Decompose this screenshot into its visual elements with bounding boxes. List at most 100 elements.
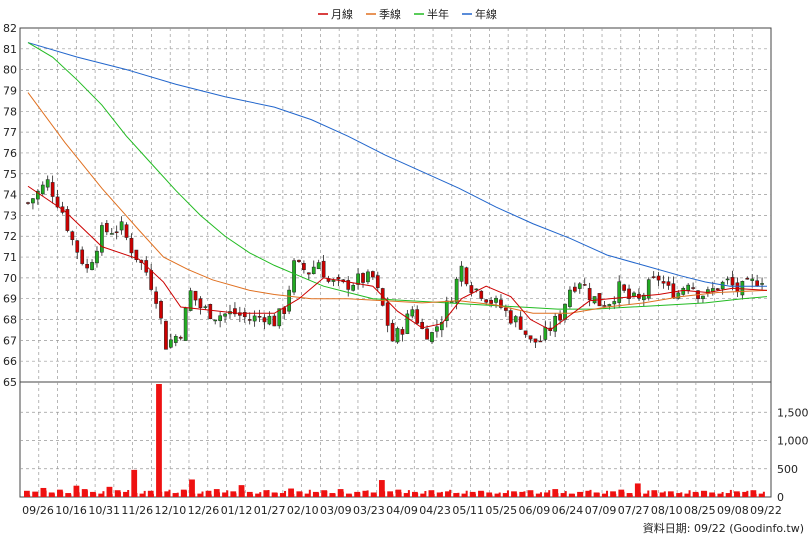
candle-body: [90, 262, 94, 271]
candle-body: [119, 221, 124, 231]
candle-body: [750, 278, 755, 281]
volume-bar: [436, 492, 443, 497]
candle-body: [430, 332, 434, 343]
volume-bar: [317, 492, 320, 497]
candle-body: [36, 190, 40, 200]
candle-body: [154, 291, 158, 304]
candle-body: [164, 320, 168, 350]
volume-bar: [284, 490, 287, 497]
candle-body: [356, 273, 360, 285]
candle-body: [474, 288, 479, 291]
candle-body: [646, 279, 651, 299]
candle-body: [257, 316, 262, 318]
candle-body: [50, 182, 55, 197]
volume-bar: [494, 493, 501, 497]
candle-body: [183, 307, 188, 341]
x-tick-label: 03/09: [320, 504, 352, 517]
volume-bar: [515, 493, 518, 497]
candle-body: [400, 329, 405, 335]
volume-bar: [147, 490, 154, 497]
volume-bar: [746, 490, 749, 497]
x-tick-label: 12/10: [155, 504, 187, 517]
volume-bar: [531, 494, 534, 497]
volume-bar: [663, 491, 666, 497]
volume-bar: [40, 487, 47, 497]
volume-bar: [292, 493, 295, 497]
candle-body: [573, 286, 577, 292]
volume-bar: [395, 489, 402, 497]
candle-body: [563, 303, 567, 320]
x-tick-label: 09/22: [750, 504, 782, 517]
volume-bar: [705, 491, 708, 497]
candle-body: [459, 265, 464, 282]
volume-bar: [118, 492, 121, 497]
ma-half-year-line: [27, 42, 768, 310]
volume-bar: [490, 494, 493, 497]
candle-body: [725, 278, 730, 281]
volume-bar: [300, 491, 303, 497]
candle-body: [686, 284, 691, 291]
candle-body: [26, 202, 30, 204]
volume-bar: [548, 490, 551, 497]
volume-bar: [420, 493, 427, 497]
volume-bar: [143, 490, 146, 497]
candle-body: [715, 288, 720, 291]
volume-bar: [358, 492, 361, 497]
volume-tick-label: 500: [777, 463, 798, 476]
candle-body: [528, 335, 533, 340]
candle-body: [380, 288, 385, 306]
volume-bar: [81, 489, 88, 497]
volume-bar: [259, 492, 262, 497]
volume-bar: [383, 491, 386, 497]
candle-body: [40, 184, 45, 195]
volume-bar: [407, 490, 410, 497]
candle-body: [95, 250, 99, 264]
volume-bar: [275, 493, 278, 497]
candle-body: [513, 316, 518, 323]
volume-bar: [725, 493, 732, 497]
volume-bar: [85, 490, 88, 497]
ma-season-line: [27, 92, 768, 314]
volume-bar: [94, 493, 97, 497]
x-tick-label: 09/26: [22, 504, 54, 517]
candle-body: [632, 292, 636, 297]
candle-body: [242, 312, 247, 318]
volume-bar: [486, 492, 493, 497]
volume-bar: [597, 492, 600, 497]
volume-bar: [242, 491, 245, 497]
candle-body: [671, 283, 676, 299]
candle-body: [582, 284, 587, 286]
volume-tick-label: 0: [777, 491, 784, 504]
candle-body: [213, 319, 218, 322]
volume-bar: [213, 489, 220, 497]
candle-body: [109, 233, 114, 235]
volume-bar: [519, 491, 526, 497]
x-tick-label: 04/23: [419, 504, 451, 517]
candle-body: [701, 295, 705, 299]
candle-body: [267, 315, 272, 325]
volume-bar: [24, 490, 30, 497]
volume-bar: [692, 491, 699, 497]
x-tick-label: 07/27: [618, 504, 650, 517]
volume-bar: [135, 492, 138, 497]
candle-body: [159, 300, 163, 319]
candle-body: [65, 209, 70, 231]
candle-body: [622, 284, 626, 291]
candle-body: [612, 301, 617, 305]
volume-bar: [630, 494, 633, 497]
volume-bar: [729, 489, 732, 497]
volume-bar: [337, 489, 344, 497]
ma-year-line: [27, 42, 767, 287]
volume-bar: [114, 490, 121, 497]
candle-body: [129, 237, 134, 254]
candle-body: [439, 322, 444, 331]
candle-body: [203, 306, 208, 308]
volume-bar: [676, 493, 682, 497]
volume-bar: [713, 494, 716, 497]
candle-body: [375, 275, 380, 288]
volume-bar: [643, 493, 649, 497]
x-tick-label: 05/25: [485, 504, 517, 517]
volume-bar: [622, 491, 625, 497]
volume-bar: [48, 492, 55, 497]
volume-bar: [308, 489, 311, 497]
